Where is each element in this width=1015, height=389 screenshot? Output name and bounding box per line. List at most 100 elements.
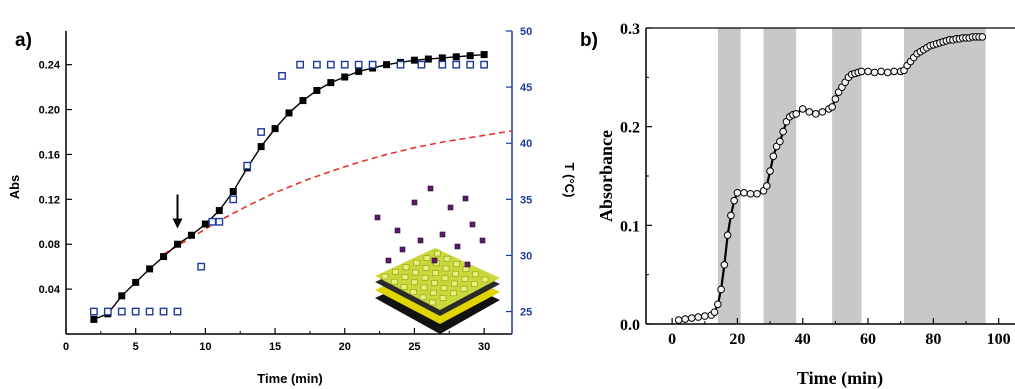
panel-b-absorbance-marker xyxy=(877,67,885,76)
panel-a-temp-marker xyxy=(257,128,266,136)
inset-surface-block xyxy=(381,273,389,280)
panel-b-y-tick-label: 0.3 xyxy=(620,21,640,38)
inset-surface-block xyxy=(439,295,447,301)
panel-a-abs-marker xyxy=(480,51,488,59)
panel-a-x-tick-label: 5 xyxy=(133,341,139,353)
panel-b-absorbance-marker xyxy=(805,108,814,116)
panel-b-y-tick-label: 0.2 xyxy=(620,120,640,137)
panel-b-absorbance-marker xyxy=(681,315,689,323)
panel-a-temp-marker xyxy=(354,60,363,69)
inset-surface-block xyxy=(460,285,468,292)
panel-b-y-tick-label: 0.1 xyxy=(620,218,640,235)
panel-b-absorbance-marker xyxy=(769,152,778,161)
inset-surface-block xyxy=(420,284,428,291)
panel-a-temp-marker xyxy=(296,60,305,69)
inset-surface-block xyxy=(472,271,479,278)
panel-b-absorbance-marker xyxy=(766,167,774,175)
inset-particle xyxy=(417,237,424,244)
panel-a-abs-marker xyxy=(118,292,126,300)
inset-surface-block xyxy=(450,290,457,297)
panel-a-y-axis-label: Abs xyxy=(7,175,22,200)
panel-a-abs-marker xyxy=(327,79,335,87)
panel-a-temp-marker xyxy=(103,307,112,316)
panel-a-y-tick-label: 0.24 xyxy=(39,60,61,72)
panel-b-x-tick-label: 0 xyxy=(668,331,676,348)
inset-surface-block xyxy=(423,255,431,261)
inset-surface-block xyxy=(392,269,399,275)
panel-b-x-tick-label: 80 xyxy=(925,331,941,348)
panel-a-abs-marker xyxy=(452,53,460,61)
panel-b-absorbance-marker xyxy=(864,67,872,76)
inset-particle xyxy=(469,221,476,228)
inset-surface-block xyxy=(401,274,409,280)
inset-particle xyxy=(394,227,401,234)
panel-a-y-tick-label: 0.12 xyxy=(39,194,60,206)
panel-a-temp-marker xyxy=(452,60,461,69)
panel-a-y2-tick-label: 30 xyxy=(520,250,532,262)
panel-a-inset-illustration xyxy=(374,185,500,334)
panel-a-abs-marker xyxy=(90,315,98,323)
panel-a-abs-marker xyxy=(174,240,181,248)
inset-surface-block xyxy=(412,269,419,276)
panel-b-y-tick-label: 0.0 xyxy=(620,317,640,334)
panel-b-absorbance-marker xyxy=(730,196,738,205)
panel-a-temp-marker xyxy=(396,60,405,69)
panel-a-temp-marker xyxy=(145,307,154,316)
panel-b-absorbance-marker xyxy=(828,103,836,111)
inset-particle xyxy=(411,199,418,206)
inset-surface-block xyxy=(451,280,458,287)
panel-a-temp-marker xyxy=(243,161,252,170)
panel-a-temp-marker xyxy=(438,60,447,69)
inset-surface-block xyxy=(422,265,430,271)
inset-particle xyxy=(374,214,381,221)
panel-a-temp-marker xyxy=(466,60,475,69)
inset-surface-block xyxy=(471,281,478,287)
panel-b-absorbance-marker xyxy=(723,231,732,239)
panel-b-x-tick-label: 100 xyxy=(987,331,1011,348)
panel-a-abs-marker xyxy=(285,109,293,117)
inset-surface-block xyxy=(452,270,459,277)
inset-particle xyxy=(462,195,469,202)
panel-b-x-axis-label: Time (min) xyxy=(797,368,883,389)
inset-surface-block xyxy=(419,294,427,301)
inset-surface-block xyxy=(410,289,417,295)
inset-surface-block xyxy=(441,275,449,282)
panel-a-x-tick-label: 15 xyxy=(269,341,281,353)
panel-b-absorbance-marker xyxy=(792,110,801,118)
panel-b-absorbance-marker xyxy=(746,189,755,198)
inset-particle xyxy=(439,231,446,238)
panel-b-shaded-interval xyxy=(903,28,986,324)
panel-b-absorbance-marker xyxy=(710,308,719,316)
panel-b-absorbance-marker xyxy=(818,108,827,116)
panel-b-absorbance-marker xyxy=(763,182,771,190)
panel-b-absorbance-marker xyxy=(727,211,735,220)
inset-surface-block xyxy=(453,261,460,267)
inset-surface-block xyxy=(430,289,437,296)
panel-b-absorbance-marker xyxy=(694,313,703,321)
panel-a-temp-marker xyxy=(131,307,140,316)
panel-b-shaded-interval xyxy=(717,28,741,324)
panel-a-temp-marker xyxy=(89,307,98,316)
panel-a-abs-marker xyxy=(201,220,209,228)
panel-a-abs-marker xyxy=(271,125,279,133)
panel-b-absorbance-marker xyxy=(890,67,898,76)
inset-surface-block xyxy=(434,250,441,257)
panel-a-temp-marker xyxy=(159,307,168,316)
panel-a-x-tick-label: 20 xyxy=(339,341,351,353)
panel-b-x-tick-label: 20 xyxy=(729,331,745,348)
panel-a-abs-marker xyxy=(410,56,418,64)
panel-b-absorbance-marker xyxy=(812,110,820,118)
inset-surface-block xyxy=(461,276,469,282)
panel-a-abs-marker xyxy=(438,54,446,62)
panel-a-abs-marker xyxy=(132,278,140,286)
inset-surface-block xyxy=(391,278,398,285)
panel-a-abs-marker xyxy=(355,67,363,75)
inset-top-surface xyxy=(375,248,500,310)
inset-particle xyxy=(399,246,406,253)
panel-b-absorbance-marker xyxy=(674,316,683,324)
panel-b-absorbance-marker xyxy=(831,95,840,103)
panel-a-temp-marker xyxy=(312,60,321,69)
panel-b-x-tick-label: 60 xyxy=(860,331,876,348)
inset-surface-block xyxy=(462,266,470,272)
